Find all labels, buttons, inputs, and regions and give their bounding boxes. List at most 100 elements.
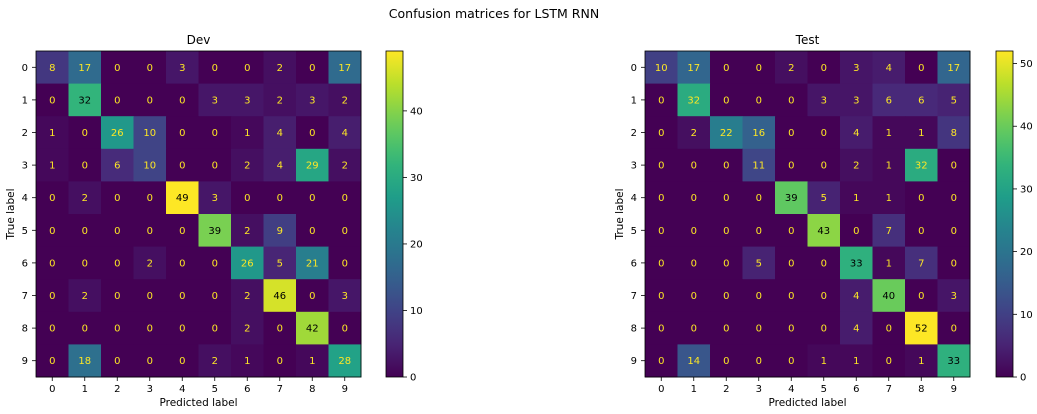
cell-value-label: 1 [49,161,55,172]
cell-value-label: 1 [886,128,892,139]
cell-value-label: 0 [756,193,762,204]
cell-value-label: 2 [82,291,88,302]
heatmap-cell [296,51,329,85]
heatmap-cell [101,344,134,378]
cell-value-label: 0 [114,193,120,204]
cell-value-label: 2 [244,226,250,237]
cell-value-label: 2 [277,95,283,106]
heatmap-cell [937,279,971,313]
cell-value-label: 10 [143,161,156,172]
cell-value-label: 0 [244,193,250,204]
heatmap-cell [645,116,678,150]
cell-value-label: 0 [309,226,315,237]
heatmap-cell [68,214,102,248]
cell-value-label: 1 [918,356,924,367]
cell-value-label: 0 [309,128,315,139]
heatmap-cell [328,83,362,117]
y-tick-label: 9 [22,356,28,367]
heatmap-cell [742,311,776,345]
heatmap-cell [101,311,134,345]
cell-value-label: 0 [82,324,88,335]
cell-value-label: 0 [212,324,218,335]
cell-value-label: 0 [658,95,664,106]
cell-value-label: 3 [244,95,250,106]
heatmap-cell [68,279,102,313]
y-tick-label: 6 [22,258,28,269]
x-tick-label: 1 [691,384,697,395]
y-tick-label: 7 [22,291,28,302]
y-axis-label: True label [5,188,17,240]
cell-value-label: 0 [723,226,729,237]
cell-value-label: 0 [114,226,120,237]
heatmap-cell [101,116,134,150]
heatmap-cell [231,83,264,117]
heatmap-cell [166,344,199,378]
y-tick-label: 4 [631,193,637,204]
cell-value-label: 3 [951,291,957,302]
cell-value-label: 42 [306,324,319,335]
cell-value-label: 2 [342,161,348,172]
heatmap-cell [328,116,362,150]
cell-value-label: 6 [918,95,924,106]
cell-value-label: 2 [277,63,283,74]
heatmap-cell [36,83,69,117]
figure-title: Confusion matrices for LSTM RNN [389,6,599,21]
heatmap-cell [710,181,743,215]
heatmap-cell [645,214,678,248]
heatmap-cell [263,279,297,313]
cell-value-label: 52 [915,324,928,335]
heatmap-cell [807,181,841,215]
cell-value-label: 0 [756,356,762,367]
cell-value-label: 0 [114,356,120,367]
cell-value-label: 0 [918,193,924,204]
cell-value-label: 17 [947,63,960,74]
heatmap-cell [231,214,264,248]
heatmap-cell [68,116,102,150]
x-axis-label: Predicted label [159,397,237,409]
heatmap-cell [101,83,134,117]
heatmap-cell [807,279,841,313]
heatmap-cell [742,344,776,378]
heatmap-cell [937,344,971,378]
cell-value-label: 0 [788,95,794,106]
heatmap-cell [677,51,711,85]
heatmap-cell [775,116,808,150]
heatmap-cell [198,181,232,215]
heatmap-cell [328,311,362,345]
plot-frame [644,50,971,378]
cell-value-label: 0 [658,161,664,172]
heatmap-cell [775,83,808,117]
heatmap-cell [133,83,167,117]
cell-value-label: 0 [788,161,794,172]
cell-value-label: 0 [723,193,729,204]
cell-value-label: 0 [82,226,88,237]
cell-value-label: 0 [658,258,664,269]
heatmap-cell [840,83,873,117]
heatmap-cell [231,279,264,313]
heatmap-cell [198,214,232,248]
cell-value-label: 0 [658,128,664,139]
heatmap-cell [36,279,69,313]
cell-value-label: 1 [853,356,859,367]
cell-value-label: 0 [147,193,153,204]
cell-value-label: 3 [853,95,859,106]
heatmap-cell [68,51,102,85]
cell-value-label: 3 [212,95,218,106]
heatmap-cell [263,83,297,117]
heatmap-cell [328,214,362,248]
heatmap-cell [263,148,297,182]
y-tick-label: 1 [22,95,28,106]
heatmap-cell [937,51,971,85]
heatmap-cell [710,116,743,150]
cell-value-label: 21 [306,258,319,269]
cell-value-label: 10 [143,128,156,139]
cell-value-label: 1 [49,128,55,139]
cell-value-label: 0 [212,258,218,269]
cell-value-label: 0 [788,128,794,139]
cell-value-label: 6 [886,95,892,106]
heatmap-cell [807,311,841,345]
cell-value-label: 0 [723,161,729,172]
heatmap-cell [328,279,362,313]
heatmap-cell [742,246,776,280]
